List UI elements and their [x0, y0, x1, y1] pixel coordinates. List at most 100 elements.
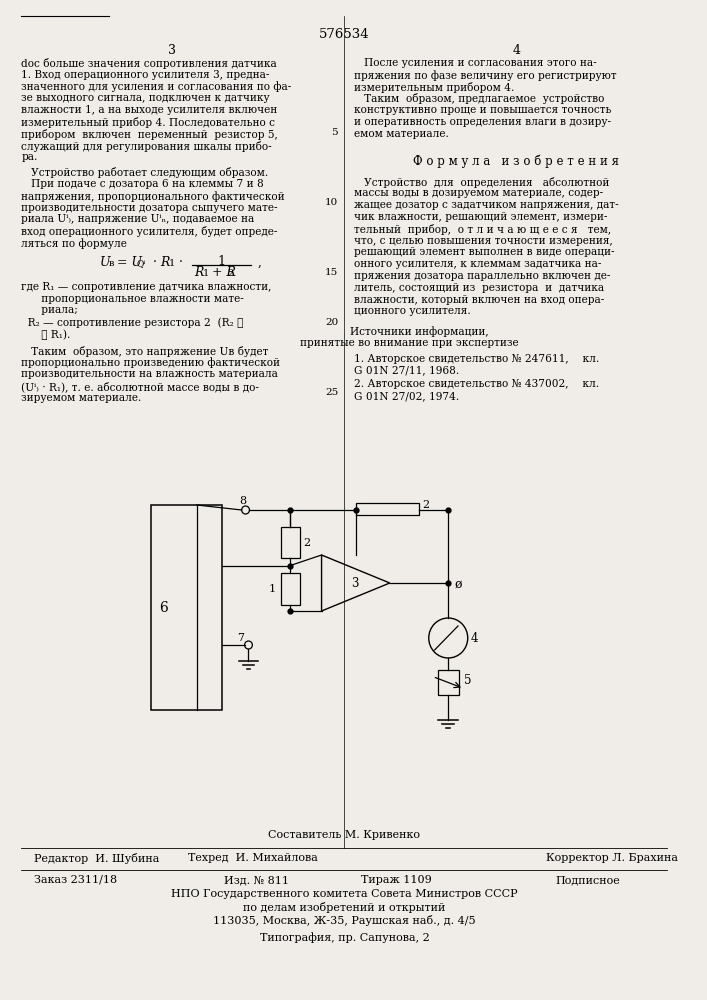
Text: по делам изобретений и открытий: по делам изобретений и открытий	[243, 902, 445, 913]
Text: производительности дозатора сыпучего мате-: производительности дозатора сыпучего мат…	[21, 203, 278, 213]
Text: 2. Авторское свидетельство № 437002,  кл.: 2. Авторское свидетельство № 437002, кл.	[354, 379, 599, 389]
Text: решающий элемент выполнен в виде операци-: решающий элемент выполнен в виде операци…	[354, 247, 614, 257]
Text: = U: = U	[112, 256, 141, 269]
Bar	[151, 505, 222, 710]
Text: 1: 1	[169, 259, 175, 268]
Text: 1. Вход операционного усилителя 3, предна-: 1. Вход операционного усилителя 3, предн…	[21, 70, 270, 80]
Text: НПО Государственного комитета Совета Министров СССР: НПО Государственного комитета Совета Мин…	[171, 889, 518, 899]
Text: риала Uⁱ₎, напряжение Uⁱₙ, подаваемое на: риала Uⁱ₎, напряжение Uⁱₙ, подаваемое на	[21, 214, 255, 224]
Text: · R: · R	[148, 256, 170, 269]
Text: жащее дозатор с задатчиком напряжения, дат-: жащее дозатор с задатчиком напряжения, д…	[354, 200, 619, 210]
Text: 25: 25	[325, 388, 338, 397]
Bar	[438, 670, 459, 695]
Text: измерительным прибором 4.: измерительным прибором 4.	[354, 82, 514, 93]
Text: производительности на влажность материала: производительности на влажность материал…	[21, 369, 279, 379]
Text: R: R	[194, 266, 204, 279]
Text: 1. Авторское свидетельство № 247611,  кл.: 1. Авторское свидетельство № 247611, кл.	[354, 354, 599, 364]
Text: При подаче с дозатора 6 на клеммы 7 и 8: При подаче с дозатора 6 на клеммы 7 и 8	[21, 179, 264, 189]
Text: 1: 1	[203, 269, 209, 278]
Text: влажности, который включен на вход опера-: влажности, который включен на вход опера…	[354, 295, 604, 305]
Text: ø: ø	[454, 578, 462, 591]
Text: 4: 4	[471, 632, 478, 645]
Text: онного усилителя, к клеммам задатчика на-: онного усилителя, к клеммам задатчика на…	[354, 259, 601, 269]
Text: 1: 1	[218, 255, 226, 268]
Text: 10: 10	[325, 198, 338, 207]
Text: Техред  И. Михайлова: Техред И. Михайлова	[188, 853, 318, 863]
Bar	[281, 527, 300, 558]
Text: Устройство работает следующим образом.: Устройство работает следующим образом.	[21, 167, 269, 178]
Text: Ф о р м у л а   и з о б р е т е н и я: Ф о р м у л а и з о б р е т е н и я	[414, 155, 619, 168]
Text: емом материале.: емом материале.	[354, 129, 449, 139]
Text: и оперативность определения влаги в дозиру-: и оперативность определения влаги в дози…	[354, 117, 611, 127]
Text: ляться по формуле: ляться по формуле	[21, 238, 127, 249]
Text: Таким  образом, это напряжение Uв будет: Таким образом, это напряжение Uв будет	[21, 346, 269, 357]
Text: Корректор Л. Брахина: Корректор Л. Брахина	[546, 853, 678, 863]
Bar	[356, 503, 419, 515]
Text: вход операционного усилителя, будет опреде-: вход операционного усилителя, будет опре…	[21, 226, 278, 237]
Text: влажности 1, а на выходе усилителя включен: влажности 1, а на выходе усилителя включ…	[21, 105, 278, 115]
Text: 2: 2	[422, 500, 429, 510]
Text: тельный  прибор,  о т л и ч а ю щ е е с я   тем,: тельный прибор, о т л и ч а ю щ е е с я …	[354, 224, 611, 235]
Text: зируемом материале.: зируемом материале.	[21, 393, 142, 403]
Text: 4: 4	[513, 44, 520, 57]
Text: прибором  включен  переменный  резистор 5,: прибором включен переменный резистор 5,	[21, 129, 278, 140]
Text: риала;: риала;	[21, 305, 78, 315]
Text: ,: ,	[254, 256, 262, 269]
Text: doc больше значения сопротивления датчика: doc больше значения сопротивления датчик…	[21, 58, 277, 69]
Text: Составитель М. Кривенко: Составитель М. Кривенко	[269, 830, 421, 840]
Text: 3: 3	[168, 44, 177, 57]
Text: U: U	[100, 256, 110, 269]
Text: Подписное: Подписное	[556, 875, 620, 885]
Text: значенного для усиления и согласования по фа-: значенного для усиления и согласования п…	[21, 82, 292, 92]
Text: Типография, пр. Сапунова, 2: Типография, пр. Сапунова, 2	[259, 932, 429, 943]
Text: ·: ·	[175, 256, 187, 269]
Text: 8: 8	[239, 496, 246, 506]
Text: ≫ R₁).: ≫ R₁).	[21, 329, 71, 340]
Text: пряжения дозатора параллельно включен де-: пряжения дозатора параллельно включен де…	[354, 271, 610, 281]
Text: напряжения, пропорционального фактической: напряжения, пропорционального фактическо…	[21, 191, 285, 202]
Text: пряжения по фазе величину его регистрируют: пряжения по фазе величину его регистриру…	[354, 70, 617, 81]
Text: конструктивно проще и повышается точность: конструктивно проще и повышается точност…	[354, 105, 611, 115]
Text: Устройство  для  определения   абсолютной: Устройство для определения абсолютной	[354, 177, 609, 188]
Text: служащий для регулирования шкалы прибо-: служащий для регулирования шкалы прибо-	[21, 141, 272, 152]
Text: где R₁ — сопротивление датчика влажности,: где R₁ — сопротивление датчика влажности…	[21, 282, 271, 292]
Text: 3: 3	[351, 577, 358, 590]
Text: 5: 5	[332, 128, 338, 137]
Text: Тираж 1109: Тираж 1109	[361, 875, 431, 885]
Text: После усиления и согласования этого на-: После усиления и согласования этого на-	[354, 58, 596, 68]
Text: массы воды в дозируемом материале, содер-: массы воды в дозируемом материале, содер…	[354, 188, 603, 198]
Text: Qⁱ: Qⁱ	[137, 259, 146, 268]
Text: чик влажности, решающий элемент, измери-: чик влажности, решающий элемент, измери-	[354, 212, 607, 222]
Text: зе выходного сигнала, подключен к датчику: зе выходного сигнала, подключен к датчик…	[21, 93, 270, 103]
Text: 5: 5	[464, 674, 472, 688]
Text: 20: 20	[325, 318, 338, 327]
Text: 6: 6	[159, 601, 168, 615]
Text: 2: 2	[228, 269, 234, 278]
Text: в: в	[109, 259, 114, 268]
Text: литель, состоящий из  резистора  и  датчика: литель, состоящий из резистора и датчика	[354, 283, 604, 293]
Text: Источники информации,: Источники информации,	[350, 326, 489, 337]
Bar	[281, 573, 300, 605]
Text: ра.: ра.	[21, 152, 37, 162]
Text: G 01N 27/02, 1974.: G 01N 27/02, 1974.	[354, 391, 459, 401]
Text: пропорционально произведению фактической: пропорционально произведению фактической	[21, 358, 281, 368]
Text: пропорциональное влажности мате-: пропорциональное влажности мате-	[21, 294, 244, 304]
Text: принятые во внимание при экспертизе: принятые во внимание при экспертизе	[300, 338, 518, 348]
Text: что, с целью повышения точности измерения,: что, с целью повышения точности измерени…	[354, 236, 612, 246]
Text: измерительный прибор 4. Последовательно с: измерительный прибор 4. Последовательно …	[21, 117, 276, 128]
Text: G 01N 27/11, 1968.: G 01N 27/11, 1968.	[354, 366, 459, 376]
Text: Таким  образом, предлагаемое  устройство: Таким образом, предлагаемое устройство	[354, 93, 604, 104]
Text: (Uⁱ₎ · R₁), т. е. абсолютной массе воды в до-: (Uⁱ₎ · R₁), т. е. абсолютной массе воды …	[21, 381, 259, 392]
Text: Заказ 2311/18: Заказ 2311/18	[34, 875, 117, 885]
Text: 113035, Москва, Ж-35, Раушская наб., д. 4/5: 113035, Москва, Ж-35, Раушская наб., д. …	[213, 915, 476, 926]
Text: R₂ — сопротивление резистора 2  (R₂ ≫: R₂ — сопротивление резистора 2 (R₂ ≫	[21, 317, 244, 328]
Text: Редактор  И. Шубина: Редактор И. Шубина	[34, 853, 160, 864]
Text: 7: 7	[237, 633, 244, 643]
Text: 15: 15	[325, 268, 338, 277]
Text: + R: + R	[208, 266, 236, 279]
Text: ционного усилителя.: ционного усилителя.	[354, 306, 470, 316]
Text: 1: 1	[269, 584, 276, 594]
Text: 2: 2	[303, 538, 310, 548]
Text: Изд. № 811: Изд. № 811	[224, 875, 289, 885]
Text: 576534: 576534	[319, 28, 370, 41]
